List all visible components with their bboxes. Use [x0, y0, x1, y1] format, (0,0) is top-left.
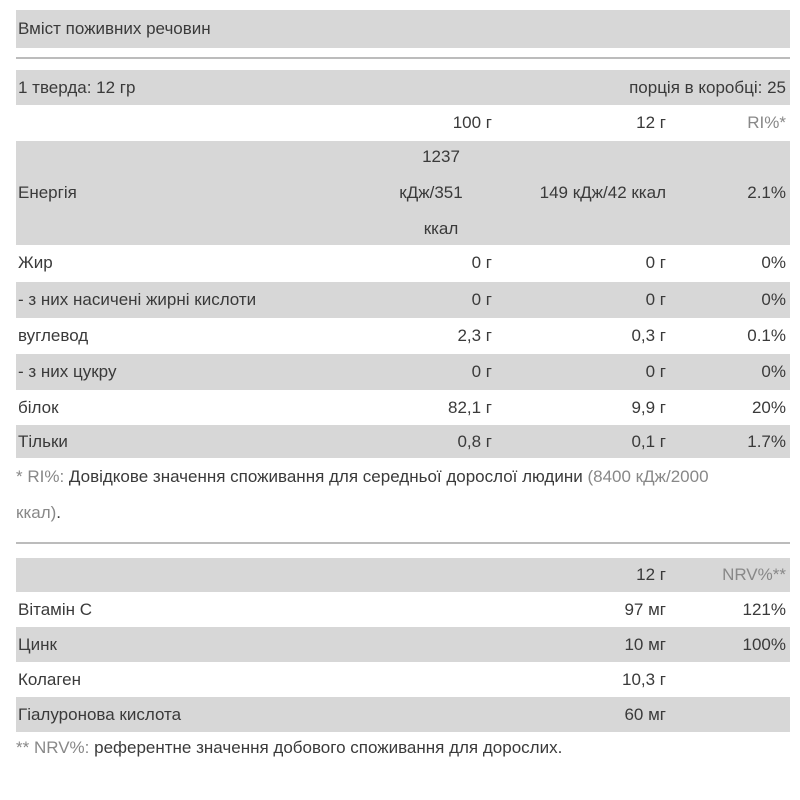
table-row: Вітамін С 97 мг 121%: [16, 592, 790, 627]
serving-row: 1 тверда: 12 гр порція в коробці: 25: [16, 70, 790, 105]
row-label: Цинк: [18, 634, 57, 654]
value-ri: 0%: [761, 290, 786, 309]
row-label: Енергія: [18, 183, 77, 202]
table-row: Цинк 10 мг 100%: [16, 627, 790, 662]
energy-per100-line: кДж/351: [399, 183, 463, 202]
row-label: Гіалуронова кислота: [18, 704, 182, 724]
value-per-serving: 0 г: [645, 253, 666, 272]
header-nrv: NRV%**: [722, 565, 786, 584]
footnote-nrv: ** NRV%: референтне значення добового сп…: [16, 730, 756, 766]
value-per100: 0,8 г: [457, 431, 492, 451]
table-row: Колаген 10,3 г: [16, 662, 790, 697]
energy-per100: 1237 кДж/351 ккал: [386, 139, 496, 247]
table2-header: 12 г NRV%**: [16, 558, 790, 592]
table-row: білок 82,1 г 9,9 г 20%: [16, 390, 790, 426]
value-amount: 10 мг: [624, 634, 666, 654]
divider: [16, 542, 790, 544]
value-amount: 97 мг: [624, 599, 666, 619]
value-ri: 0%: [761, 362, 786, 381]
row-label: - з них цукру: [18, 362, 117, 381]
footnote-paren: (8400 кДж/2000 ккал): [16, 467, 709, 522]
value-per100: 0 г: [471, 362, 492, 381]
value-per100: 0 г: [471, 253, 492, 272]
servings-per-box: порція в коробці: 25: [629, 77, 786, 97]
row-label: Тільки: [18, 431, 68, 451]
value-ri: 1.7%: [747, 431, 786, 451]
value-nrv: 100%: [742, 634, 786, 654]
row-label: вуглевод: [18, 326, 89, 345]
footnote-prefix: ** NRV%:: [16, 738, 90, 757]
table-row-energy: Енергія 1237 кДж/351 ккал 149 кДж/42 кка…: [16, 141, 790, 245]
header-serving: 12 г: [636, 565, 666, 584]
section-title: Вміст поживних речовин: [16, 10, 790, 48]
value-nrv: 121%: [742, 599, 786, 619]
serving-size: 1 тверда: 12 гр: [18, 77, 136, 97]
value-amount: 10,3 г: [621, 669, 666, 689]
footnote-prefix: * RI%:: [16, 467, 65, 486]
table-row: Тільки 0,8 г 0,1 г 1.7%: [16, 425, 790, 458]
value-per100: 0 г: [471, 290, 492, 309]
table-row: - з них цукру 0 г 0 г 0%: [16, 354, 790, 390]
table1-header: 100 г 12 г RI%*: [16, 105, 790, 141]
value-per100: 82,1 г: [447, 398, 492, 417]
footnote-text: Довідкове значення споживання для середн…: [64, 467, 588, 486]
value-per-serving: 0,3 г: [631, 326, 666, 345]
value-per-serving: 0 г: [645, 290, 666, 309]
row-label: Жир: [18, 253, 53, 272]
value-per100: 2,3 г: [457, 326, 492, 345]
divider: [16, 57, 790, 59]
row-label: - з них насичені жирні кислоти: [18, 290, 257, 309]
value-per-serving: 0 г: [645, 362, 666, 381]
value-per-serving: 9,9 г: [631, 398, 666, 417]
value-ri: 20%: [751, 398, 786, 417]
row-label: Вітамін С: [18, 599, 93, 619]
row-label: білок: [18, 398, 59, 417]
footnote-ri: * RI%: Довідкове значення споживання для…: [16, 459, 756, 531]
table-row: - з них насичені жирні кислоти 0 г 0 г 0…: [16, 282, 790, 318]
energy-per-serving: 149 кДж/42 ккал: [539, 183, 666, 202]
value-ri: 0%: [761, 253, 786, 272]
footnote-end: .: [56, 503, 62, 522]
energy-per100-line: ккал: [423, 219, 459, 238]
header-serving: 12 г: [636, 113, 666, 132]
header-per100: 100 г: [452, 113, 492, 132]
energy-per100-line: 1237: [422, 147, 460, 166]
header-ri: RI%*: [747, 113, 786, 132]
table-row: вуглевод 2,3 г 0,3 г 0.1%: [16, 318, 790, 354]
value-ri: 0.1%: [747, 326, 786, 345]
footnote-text: референтне значення добового споживання …: [89, 738, 563, 757]
value-amount: 60 мг: [624, 704, 666, 724]
value-per-serving: 0,1 г: [631, 431, 666, 451]
table-row: Гіалуронова кислота 60 мг: [16, 697, 790, 732]
row-label: Колаген: [18, 669, 82, 689]
energy-ri: 2.1%: [747, 183, 786, 202]
table-row: Жир 0 г 0 г 0%: [16, 245, 790, 281]
